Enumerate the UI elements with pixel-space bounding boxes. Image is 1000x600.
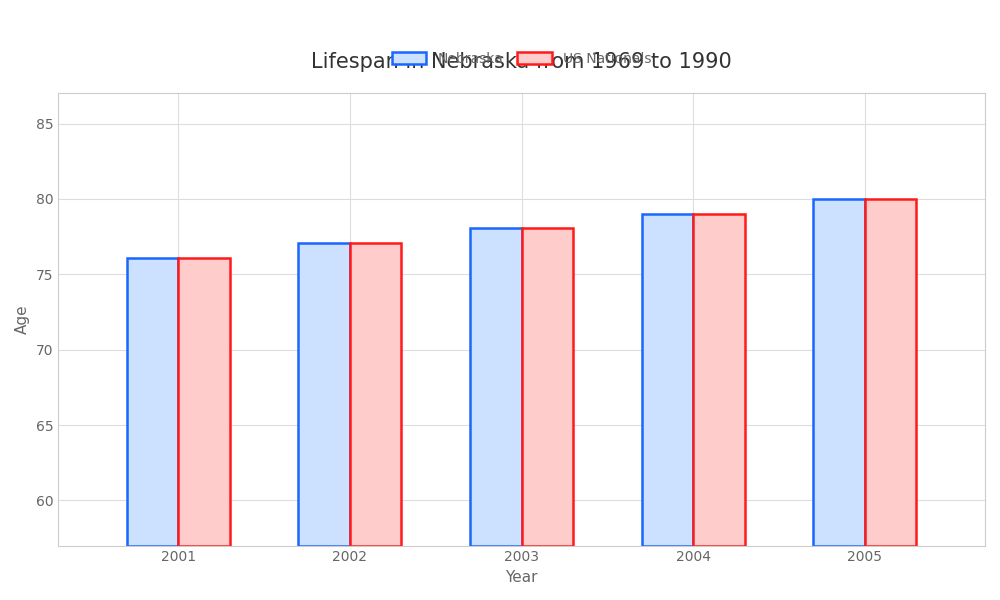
Legend: Nebraska, US Nationals: Nebraska, US Nationals bbox=[386, 46, 657, 71]
Bar bbox=[298, 242, 350, 545]
Bar bbox=[693, 214, 745, 545]
Bar bbox=[865, 199, 916, 545]
Title: Lifespan in Nebraska from 1969 to 1990: Lifespan in Nebraska from 1969 to 1990 bbox=[311, 52, 732, 73]
Bar bbox=[813, 199, 865, 545]
Bar bbox=[127, 258, 178, 545]
Bar bbox=[470, 227, 522, 545]
Y-axis label: Age: Age bbox=[15, 305, 30, 334]
Bar bbox=[350, 242, 401, 545]
X-axis label: Year: Year bbox=[505, 570, 538, 585]
Bar bbox=[178, 258, 230, 545]
Bar bbox=[522, 227, 573, 545]
Bar bbox=[642, 214, 693, 545]
